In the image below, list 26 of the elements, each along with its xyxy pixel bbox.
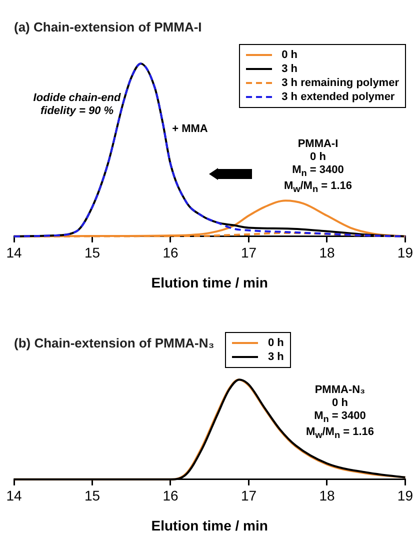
x-tick-label: 18 [319,244,335,261]
chart-title: (b) Chain-extension of PMMA-N₃ [14,335,214,350]
legend-label: 0 h [282,49,298,61]
x-tick-label: 17 [240,244,257,261]
text: PMMA-N₃ 0 h M$_{n}$ = 3400 M$_{w}$/M$_{n}$ = 1.16 [306,384,374,440]
x-tick-label: 18 [319,488,335,504]
legend-label: 3 h [268,351,284,363]
legend-label: 0 h [268,337,284,349]
legend-label: 3 h [282,63,298,75]
x-axis-title: Elution time / min [151,517,268,534]
x-tick-label: 14 [6,244,22,261]
x-tick-label: 15 [84,488,100,504]
chart-title: (a) Chain-extension of PMMA-I [14,19,202,34]
annotation: + MMA [171,123,209,136]
legend-label: 3 h remaining polymer [282,77,399,89]
x-tick-label: 16 [162,244,178,261]
x-axis-title: Elution time / min [151,274,268,290]
text: PMMA-I 0 h M$_{n}$ = 3400 M$_{w}$/M$_{n}$ = 1.16 [284,138,352,194]
annotation: Iodide chain-end fidelity = 90 % [32,92,122,118]
legend-label: 3 h extended polymer [282,91,395,103]
x-tick-label: 17 [240,488,257,504]
x-tick-label: 16 [162,488,178,504]
x-tick-label: 14 [6,488,22,504]
x-tick-label: 19 [397,244,414,261]
x-tick-label: 19 [397,488,414,504]
x-tick-label: 15 [84,244,100,261]
